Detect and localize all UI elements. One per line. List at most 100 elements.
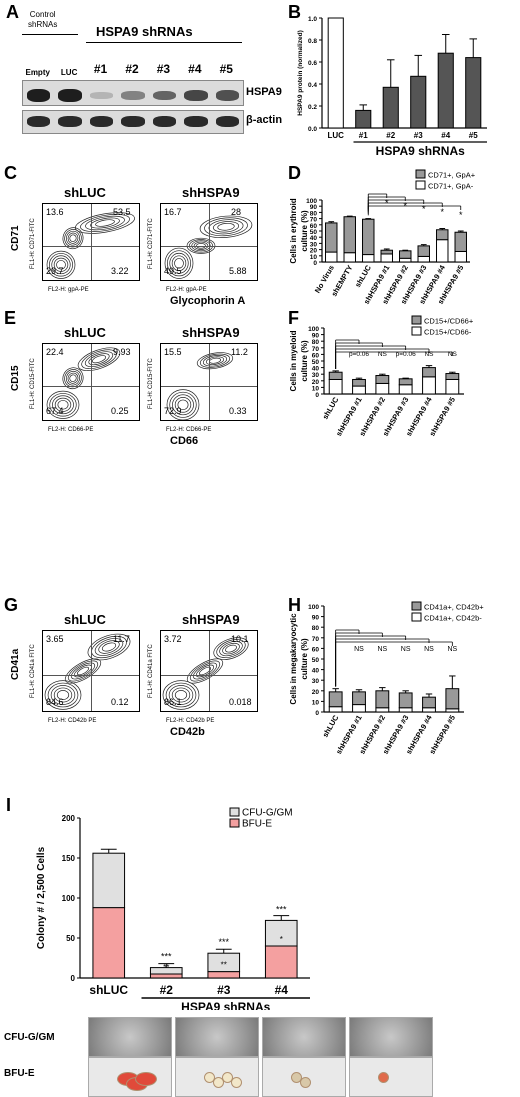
y-tick-label: 0.4 [308,82,317,89]
blot-band [58,89,82,102]
bar-segment [149,973,183,979]
contour-ring [217,222,235,231]
y-tick-label: 30 [310,241,318,248]
panel-label-c: C [4,163,17,183]
contour-ring [49,393,77,417]
contour-ring [94,638,124,656]
contour-ring [81,349,117,370]
legend-swatch [411,601,422,611]
gate-line-v [209,344,210,420]
contour-ring [205,356,225,366]
panel-label-b: B [288,2,301,22]
photo-cfu [262,1017,346,1057]
colony [135,1072,157,1086]
lane-label: #4 [188,62,202,76]
y-tick-label: 30 [312,372,320,379]
bar-segment [325,222,338,253]
contour-ring [69,234,77,242]
bar [437,52,454,129]
bar-segment [422,376,436,395]
bar-segment [436,239,449,263]
category-label: #4 [275,983,289,997]
bar-segment [398,384,413,395]
lane-label: Empty [25,68,50,77]
blot-band [58,116,82,127]
contour-ring [189,660,221,682]
y-tick-label: 70 [312,636,320,643]
y-tick-label: 200 [62,814,76,823]
y-tick-label: 100 [308,326,319,333]
hspa9-shrnas-header-a: HSPA9 shRNAs [96,24,193,39]
y-tick-label: 0 [71,974,76,983]
contour-ring [167,250,191,277]
contour-ring [101,642,117,652]
facs-title-right: shHSPA9 [182,612,240,627]
contour-ring [49,253,73,277]
facs-title-left: shLUC [64,612,106,627]
bar [355,109,372,129]
blot-band [121,116,145,127]
bar-segment [264,919,298,947]
facs-contours [46,212,135,279]
contour-ring [67,232,79,244]
facs-axis-x: FL2-H: CD42b PE [166,718,215,724]
blot-label-actin: β-actin [246,114,283,126]
significance-label: *** [218,937,229,947]
contour-ring [171,687,191,703]
legend-swatch [411,326,422,336]
facs-contours [46,347,121,419]
lane-label: LUC [60,68,78,77]
group-label: HSPA9 shRNAs [376,144,465,158]
bar-segment [352,385,366,395]
quadrant-value: 67.4 [46,406,64,416]
y-tick-label: 10 [310,254,318,261]
contour-ring [199,215,253,238]
colony [378,1072,389,1083]
bar-segment [375,375,390,384]
contour-ring [174,258,184,269]
contour-ring [212,221,240,233]
y-tick-label: 60 [312,352,320,359]
quadrant-value: 10.1 [231,634,249,644]
photo-cfu [175,1017,259,1057]
legend-label: BFU-E [242,819,272,830]
bar-segment [422,367,436,378]
significance-label: *** [161,952,172,962]
y-tick-label: 0.2 [308,104,317,111]
bar-segment [328,706,343,713]
facs-plot: 13.6 53.5 29.7 3.22 [42,203,140,281]
y-tick-label: 100 [306,198,317,205]
significance-label: NS [424,351,434,358]
bar-segment [325,251,338,263]
blot-band [27,89,51,102]
facs-xlabel: Glycophorin A [170,295,246,307]
contour-ring [57,400,69,410]
photo-bfu [349,1057,433,1097]
photo-bfu [88,1057,172,1097]
contour-ring [91,355,107,364]
y-tick-label: 20 [310,248,318,255]
colony [300,1077,311,1088]
panel-label-g: G [4,595,19,615]
photo-bfu [262,1057,346,1097]
group-label: HSPA9 shRNAs [181,1000,270,1010]
y-axis-label: culture (%) [300,340,309,382]
contour-ring [56,260,66,270]
y-tick-label: 80 [312,339,320,346]
facs-ylabel: CD15 [10,365,21,391]
blot-actin [22,110,244,134]
contour-ring [196,352,234,370]
blot-band [89,116,114,127]
quadrant-value: 49.5 [164,266,182,276]
blot-band [215,90,239,101]
contour-ring [169,252,189,274]
y-tick-label: 40 [310,235,318,242]
contour-ring [50,685,76,705]
bar-segment [92,907,126,979]
contour-ring [164,247,194,279]
gate-line-v [91,204,92,280]
bar-segment [380,249,393,255]
y-tick-label: 0 [315,710,319,717]
blot-band [152,90,177,101]
bar-segment [343,216,356,254]
